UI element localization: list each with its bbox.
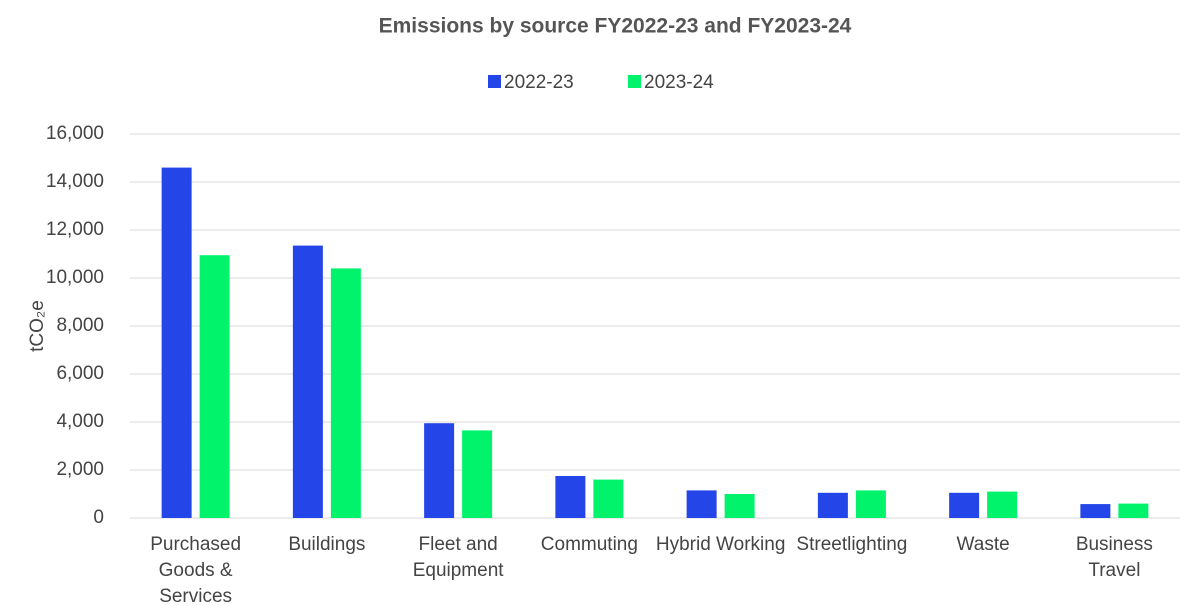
bar [593, 479, 624, 518]
bar [199, 255, 230, 518]
chart-title: Emissions by source FY2022-23 and FY2023… [379, 15, 852, 38]
bar [424, 423, 455, 518]
bar [724, 494, 755, 518]
x-tick-label: Buildings [288, 534, 365, 555]
y-tick-label: 0 [93, 507, 104, 528]
legend-label: 2023-24 [644, 72, 714, 93]
x-tick-label: Business Travel [1076, 534, 1153, 581]
x-tick-label: Waste [957, 534, 1010, 555]
bar [686, 490, 717, 518]
bar [330, 268, 361, 518]
bar [292, 245, 323, 518]
bar [555, 476, 586, 518]
x-tick-label: Purchased Goods & Services [150, 534, 241, 605]
y-tick-label: 12,000 [46, 219, 104, 240]
bar [462, 430, 493, 518]
legend-swatch [628, 75, 641, 88]
legend-swatch [488, 75, 501, 88]
bar [1118, 503, 1149, 518]
bar [949, 492, 980, 518]
x-tick-label: Fleet and Equipment [413, 534, 505, 581]
bar [161, 167, 192, 518]
bar [817, 492, 848, 518]
legend-label: 2022-23 [504, 72, 574, 93]
y-tick-label: 2,000 [56, 459, 104, 480]
y-tick-label: 4,000 [56, 411, 104, 432]
x-tick-label: Hybrid Working [656, 534, 786, 555]
y-tick-label: 16,000 [46, 123, 104, 144]
bar [987, 491, 1018, 518]
bar [1080, 504, 1111, 518]
x-tick-label: Streetlighting [796, 534, 907, 555]
y-tick-label: 8,000 [56, 315, 104, 336]
y-tick-label: 10,000 [46, 267, 104, 288]
y-tick-label: 14,000 [46, 171, 104, 192]
y-axis-label: tCO₂e [27, 300, 48, 352]
x-tick-label: Commuting [541, 534, 638, 555]
bar [855, 490, 886, 518]
y-tick-label: 6,000 [56, 363, 104, 384]
